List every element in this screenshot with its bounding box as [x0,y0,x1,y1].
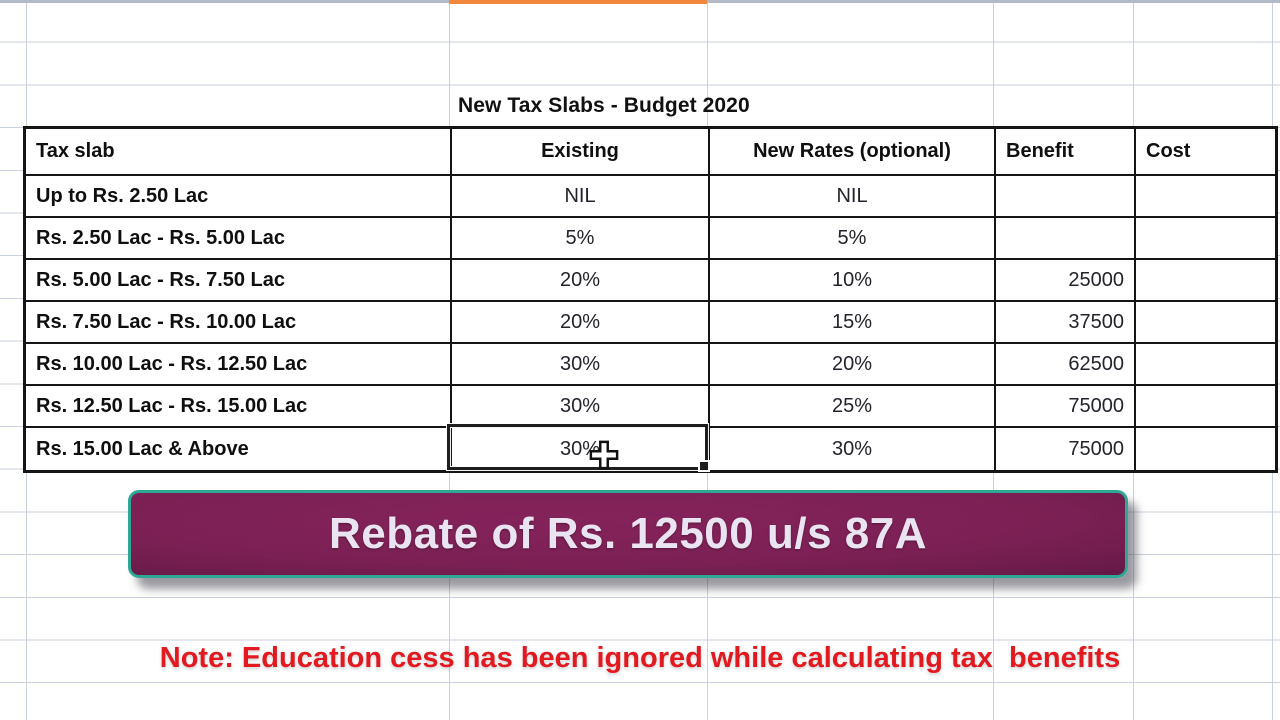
selected-column-indicator [449,0,707,4]
column-header-new-rates[interactable]: New Rates (optional) [710,129,996,176]
cell-cost[interactable] [1136,260,1275,302]
cell-new-rate[interactable]: 25% [710,386,996,428]
cell-slab[interactable]: Rs. 10.00 Lac - Rs. 12.50 Lac [26,344,452,386]
cell-existing[interactable]: NIL [452,176,710,218]
cell-cost[interactable] [1136,218,1275,260]
cell-benefit[interactable]: 37500 [996,302,1136,344]
rebate-banner-text: Rebate of Rs. 12500 u/s 87A [329,509,927,558]
cell-slab[interactable]: Up to Rs. 2.50 Lac [26,176,452,218]
cell-cost[interactable] [1136,302,1275,344]
cell-existing[interactable]: 20% [452,260,710,302]
rebate-banner: Rebate of Rs. 12500 u/s 87A [128,490,1128,578]
cell-cost[interactable] [1136,344,1275,386]
cell-benefit[interactable]: 25000 [996,260,1136,302]
cell-new-rate[interactable]: 10% [710,260,996,302]
column-header-tax-slab[interactable]: Tax slab [26,129,452,176]
cell-slab[interactable]: Rs. 12.50 Lac - Rs. 15.00 Lac [26,386,452,428]
tax-slab-table: Tax slab Existing New Rates (optional) B… [23,126,1278,473]
cell-existing[interactable]: 30% [452,386,710,428]
column-header-cost[interactable]: Cost [1136,129,1275,176]
cell-existing[interactable]: 30% [452,344,710,386]
table-title: New Tax Slabs - Budget 2020 [458,94,750,117]
cell-new-rate[interactable]: 15% [710,302,996,344]
cell-benefit[interactable]: 75000 [996,428,1136,470]
cell-benefit[interactable] [996,176,1136,218]
cell-new-rate[interactable]: NIL [710,176,996,218]
cell-benefit[interactable]: 75000 [996,386,1136,428]
cell-benefit[interactable]: 62500 [996,344,1136,386]
cell-cost[interactable] [1136,176,1275,218]
cell-slab[interactable]: Rs. 5.00 Lac - Rs. 7.50 Lac [26,260,452,302]
cell-cost[interactable] [1136,428,1275,470]
cell-slab[interactable]: Rs. 2.50 Lac - Rs. 5.00 Lac [26,218,452,260]
cell-benefit[interactable] [996,218,1136,260]
cell-existing[interactable]: 5% [452,218,710,260]
cell-new-rate[interactable]: 30% [710,428,996,470]
cell-existing-selected[interactable]: 30% [452,428,710,470]
cell-new-rate[interactable]: 5% [710,218,996,260]
cell-existing[interactable]: 20% [452,302,710,344]
cell-cost[interactable] [1136,386,1275,428]
column-header-benefit[interactable]: Benefit [996,129,1136,176]
cell-slab[interactable]: Rs. 7.50 Lac - Rs. 10.00 Lac [26,302,452,344]
cell-new-rate[interactable]: 20% [710,344,996,386]
column-header-existing[interactable]: Existing [452,129,710,176]
note-text: Note: Education cess has been ignored wh… [159,641,1121,674]
cell-slab[interactable]: Rs. 15.00 Lac & Above [26,428,452,470]
fill-handle[interactable] [698,460,710,472]
excel-plus-cursor-icon [589,440,619,470]
